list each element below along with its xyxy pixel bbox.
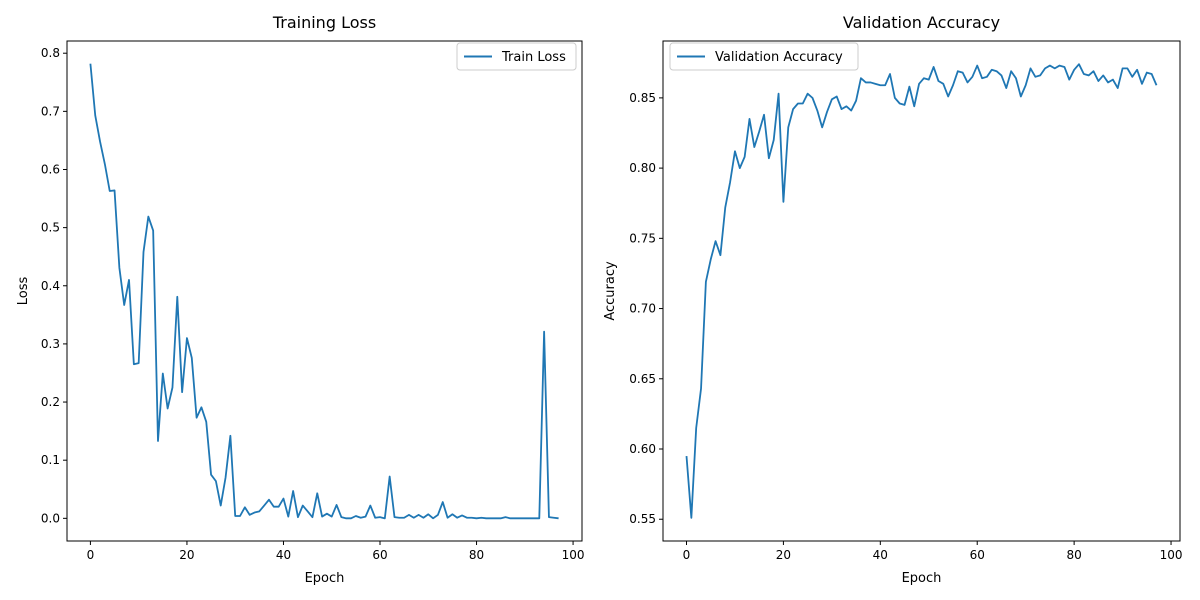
x-tick-label: 20 xyxy=(776,548,791,562)
y-tick-label: 0.70 xyxy=(629,302,656,316)
y-tick-label: 0.2 xyxy=(41,395,60,409)
legend-label-validation-accuracy: Validation Accuracy xyxy=(715,50,843,65)
y-tick-label: 0.75 xyxy=(629,231,656,245)
y-ticks: 0.55 0.60 0.65 0.70 0.75 0.80 0.85 xyxy=(629,91,663,526)
plot-area xyxy=(685,63,1158,519)
y-tick-label: 0.85 xyxy=(629,91,656,105)
y-tick-label: 0.65 xyxy=(629,372,656,386)
y-axis-label: Loss xyxy=(16,277,31,306)
x-tick-label: 0 xyxy=(87,548,95,562)
y-tick-label: 0.80 xyxy=(629,161,656,175)
y-ticks: 0.0 0.1 0.2 0.3 0.4 0.5 0.6 0.7 0.8 xyxy=(41,46,67,525)
legend-label-train-loss: Train Loss xyxy=(501,50,566,65)
chart-title: Training Loss xyxy=(272,13,376,32)
x-ticks: 0 20 40 60 80 100 xyxy=(87,541,585,562)
x-tick-label: 40 xyxy=(276,548,291,562)
series-line-train-loss xyxy=(89,63,559,520)
x-tick-label: 20 xyxy=(179,548,194,562)
y-tick-label: 0.8 xyxy=(41,46,60,60)
x-ticks: 0 20 40 60 80 100 xyxy=(683,541,1183,562)
axes-frame xyxy=(66,40,583,542)
series-line-validation-accuracy xyxy=(685,63,1158,519)
legend: Train Loss xyxy=(456,42,577,71)
x-tick-label: 100 xyxy=(562,548,585,562)
chart-title: Validation Accuracy xyxy=(843,13,1000,32)
training-loss-panel: Training Loss Epoch Loss 0 20 40 60 80 100 0.… xyxy=(16,13,585,586)
x-axis-label: Epoch xyxy=(305,571,345,586)
validation-accuracy-panel: Validation Accuracy Epoch Accuracy 0 20 40… xyxy=(603,13,1182,586)
y-axis-label: Accuracy xyxy=(603,261,618,321)
x-tick-label: 60 xyxy=(970,548,985,562)
y-tick-label: 0.4 xyxy=(41,279,60,293)
x-axis-label: Epoch xyxy=(902,571,942,586)
axes-frame xyxy=(662,40,1181,542)
plot-area xyxy=(89,63,559,520)
x-tick-label: 60 xyxy=(372,548,387,562)
legend: Validation Accuracy xyxy=(669,42,859,71)
y-tick-label: 0.1 xyxy=(41,453,60,467)
y-tick-label: 0.55 xyxy=(629,512,656,526)
x-tick-label: 100 xyxy=(1160,548,1183,562)
y-tick-label: 0.3 xyxy=(41,337,60,351)
y-tick-label: 0.5 xyxy=(41,221,60,235)
y-tick-label: 0.0 xyxy=(41,511,60,525)
legend-box xyxy=(669,42,859,71)
legend-box xyxy=(456,42,577,71)
x-tick-label: 0 xyxy=(683,548,691,562)
y-tick-label: 0.60 xyxy=(629,442,656,456)
x-tick-label: 80 xyxy=(1066,548,1081,562)
x-tick-label: 80 xyxy=(469,548,484,562)
y-tick-label: 0.7 xyxy=(41,104,60,118)
x-tick-label: 40 xyxy=(873,548,888,562)
y-tick-label: 0.6 xyxy=(41,162,60,176)
